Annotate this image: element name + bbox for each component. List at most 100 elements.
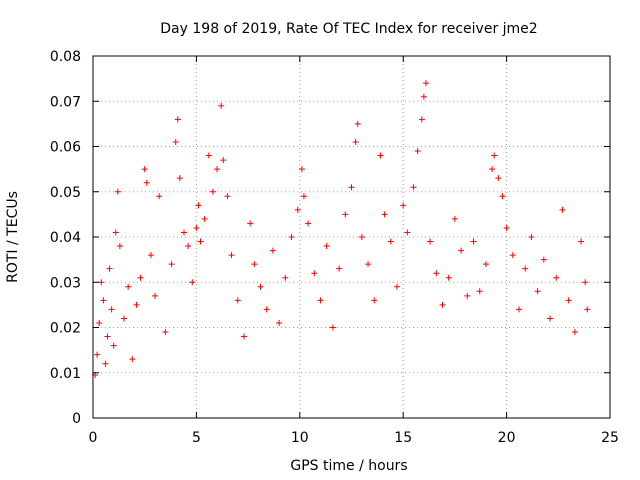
data-point <box>300 193 307 200</box>
data-point <box>133 301 140 308</box>
x-axis-label: GPS time / hours <box>290 458 407 474</box>
data-point-layer <box>92 80 591 379</box>
data-point <box>147 252 154 259</box>
data-point <box>464 292 471 299</box>
data-point <box>298 166 305 173</box>
data-point <box>317 297 324 304</box>
data-point <box>329 324 336 331</box>
data-point <box>491 152 498 159</box>
data-point <box>404 229 411 236</box>
data-point <box>247 220 254 227</box>
data-point <box>251 261 258 268</box>
data-point <box>205 152 212 159</box>
data-point <box>228 252 235 259</box>
data-point <box>276 319 283 326</box>
data-point <box>311 270 318 277</box>
data-point <box>218 102 225 109</box>
data-point <box>193 224 200 231</box>
data-point <box>176 175 183 182</box>
data-point <box>98 279 105 286</box>
data-point <box>125 283 132 290</box>
data-point <box>195 202 202 209</box>
data-point <box>534 288 541 295</box>
data-point <box>354 120 361 127</box>
data-point <box>156 193 163 200</box>
data-point <box>377 152 384 159</box>
data-point <box>342 211 349 218</box>
x-tick-label-1: 5 <box>192 430 201 446</box>
y-tick-label-8: 0.08 <box>50 49 81 65</box>
y-tick-label-0: 0 <box>72 411 81 427</box>
data-point <box>114 188 121 195</box>
data-point <box>495 175 502 182</box>
data-point <box>422 80 429 87</box>
data-point <box>348 184 355 191</box>
data-point <box>214 166 221 173</box>
data-point <box>269 247 276 254</box>
x-tick-label-2: 10 <box>291 430 309 446</box>
y-tick-label-1: 0.01 <box>50 366 81 382</box>
data-point <box>336 265 343 272</box>
data-point <box>352 138 359 145</box>
data-point <box>418 116 425 123</box>
data-point <box>482 261 489 268</box>
data-point <box>129 356 136 363</box>
data-point <box>381 211 388 218</box>
data-point <box>172 138 179 145</box>
data-point <box>137 274 144 281</box>
x-tick-label-0: 0 <box>89 430 98 446</box>
data-point <box>121 315 128 322</box>
data-point <box>365 261 372 268</box>
data-point <box>152 292 159 299</box>
data-point <box>516 306 523 313</box>
data-point <box>96 319 103 326</box>
data-point <box>141 166 148 173</box>
data-point <box>584 306 591 313</box>
y-axis-label: ROTI / TECUs <box>5 191 21 283</box>
y-tick-label-5: 0.05 <box>50 185 81 201</box>
data-point <box>499 193 506 200</box>
data-point <box>420 93 427 100</box>
data-point <box>185 243 192 250</box>
y-tick-label-2: 0.02 <box>50 321 81 337</box>
data-point <box>143 179 150 186</box>
data-point <box>358 234 365 240</box>
y-tick-label-4: 0.04 <box>50 230 81 246</box>
y-tick-label-7: 0.07 <box>50 94 81 110</box>
data-point <box>305 220 312 227</box>
data-point <box>197 238 204 245</box>
data-point <box>94 351 101 358</box>
data-point <box>433 270 440 277</box>
data-point <box>393 283 400 290</box>
data-point <box>106 265 113 272</box>
data-point <box>427 238 434 245</box>
chart-title: Day 198 of 2019, Rate Of TEC Index for r… <box>160 21 537 37</box>
data-point <box>571 329 578 336</box>
x-tick-label-3: 15 <box>394 430 412 446</box>
data-point <box>528 234 535 240</box>
data-point <box>582 279 589 286</box>
data-point <box>414 148 421 155</box>
data-point <box>110 342 117 349</box>
tick-layer: 0 5 10 15 20 25 0 0.01 0.02 0.03 0.04 0.05 0.06 0.07 0… <box>50 49 619 446</box>
data-point <box>108 306 115 313</box>
data-point <box>209 188 216 195</box>
data-point <box>294 206 301 213</box>
x-tick-label-4: 20 <box>498 430 516 446</box>
data-point <box>489 166 496 173</box>
data-point <box>451 215 458 222</box>
data-point <box>112 229 119 236</box>
data-point <box>547 315 554 322</box>
data-point <box>371 297 378 304</box>
data-point <box>503 224 510 231</box>
data-point <box>162 329 169 336</box>
data-point <box>189 279 196 286</box>
data-point <box>458 247 465 254</box>
y-tick-label-3: 0.03 <box>50 275 81 291</box>
data-point <box>445 274 452 281</box>
data-point <box>540 256 547 263</box>
data-point <box>240 333 247 340</box>
data-point <box>578 238 585 245</box>
data-point <box>220 157 227 164</box>
data-point <box>553 274 560 281</box>
